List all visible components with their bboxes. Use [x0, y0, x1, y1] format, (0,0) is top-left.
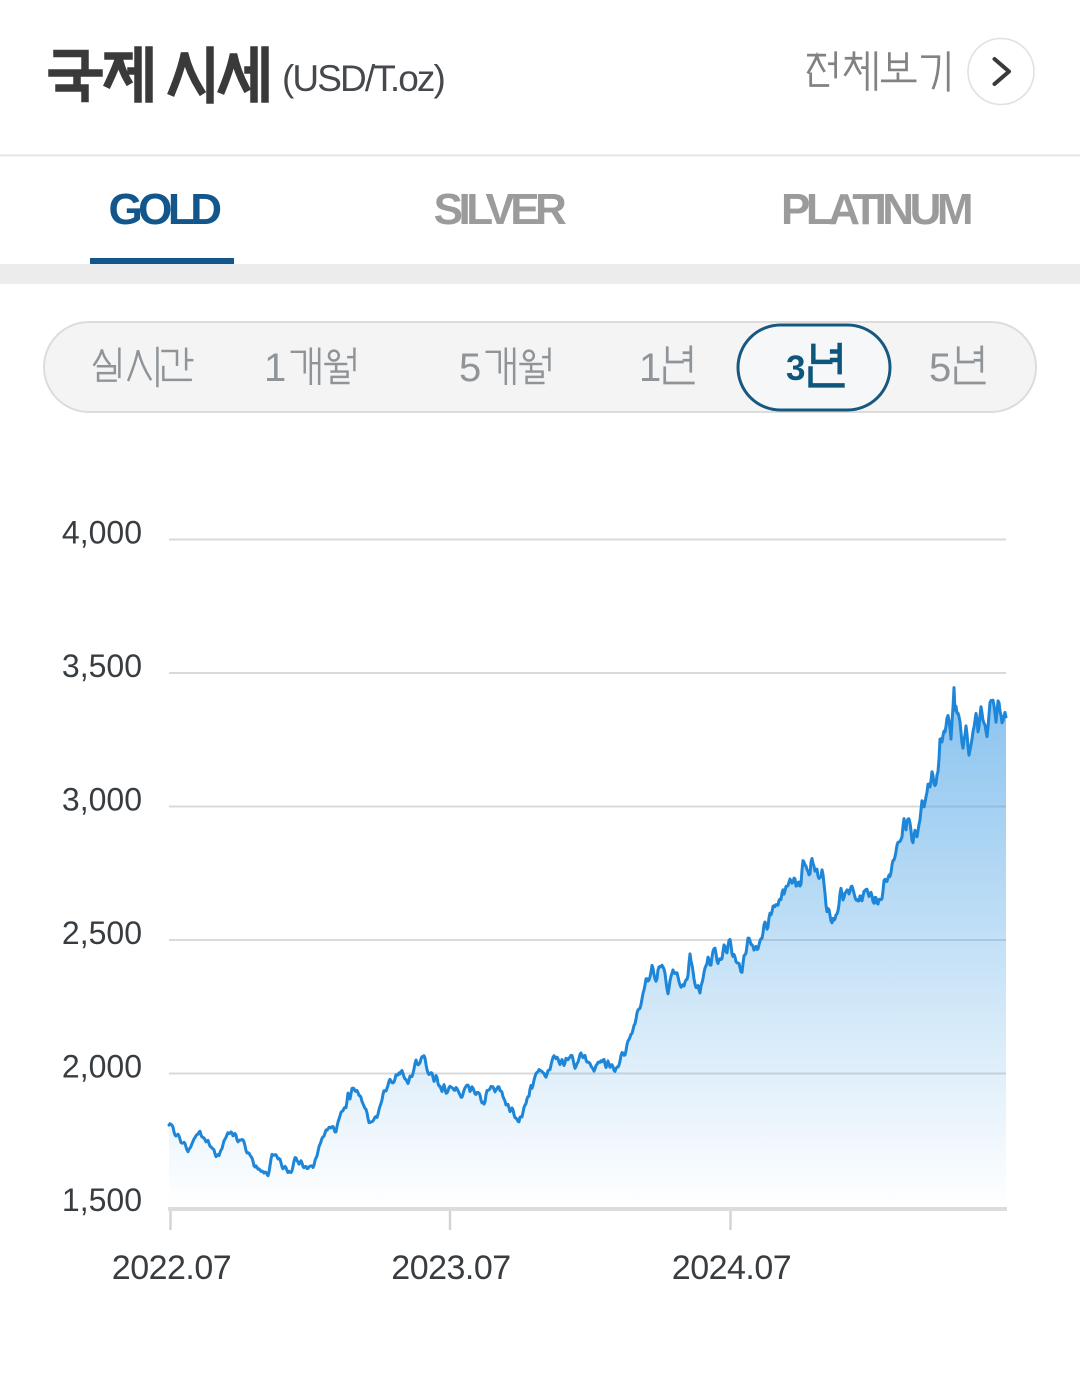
svg-text:3,500: 3,500 — [62, 648, 142, 684]
svg-text:4,000: 4,000 — [62, 515, 142, 551]
svg-text:2024.07: 2024.07 — [672, 1249, 791, 1287]
svg-text:3,000: 3,000 — [62, 782, 142, 818]
svg-text:5: 5 — [929, 346, 951, 390]
svg-text:2023.07: 2023.07 — [391, 1249, 510, 1287]
svg-text:2,000: 2,000 — [62, 1049, 142, 1085]
svg-text:1: 1 — [264, 346, 286, 390]
svg-text:(USD/T.oz): (USD/T.oz) — [282, 58, 444, 99]
svg-text:GOLD: GOLD — [108, 185, 220, 234]
svg-text:5: 5 — [459, 346, 481, 390]
svg-text:1,500: 1,500 — [62, 1182, 142, 1218]
svg-text:2,500: 2,500 — [62, 915, 142, 951]
svg-text:PLATINUM: PLATINUM — [781, 185, 971, 234]
svg-text:2022.07: 2022.07 — [112, 1249, 231, 1287]
svg-text:3: 3 — [786, 349, 805, 388]
svg-text:1: 1 — [639, 346, 661, 390]
svg-text:SILVER: SILVER — [434, 185, 566, 234]
